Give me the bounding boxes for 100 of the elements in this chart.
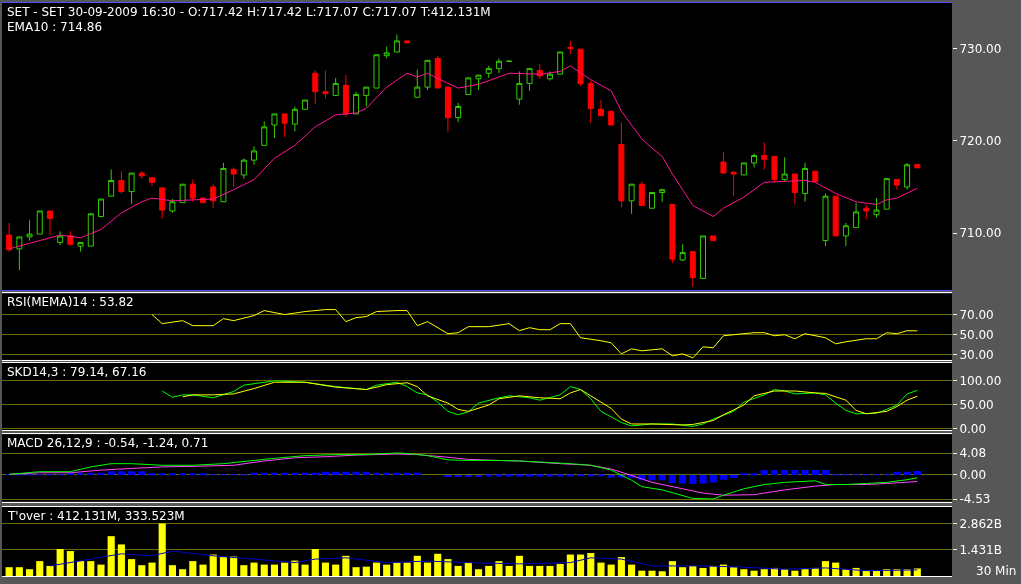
bar	[566, 554, 574, 576]
bar	[332, 564, 340, 576]
candlestick	[587, 80, 594, 124]
bar	[495, 561, 503, 576]
bar	[679, 567, 687, 576]
bar	[128, 559, 136, 576]
candlestick	[771, 155, 778, 183]
candlestick	[516, 70, 523, 106]
candlestick	[302, 99, 309, 110]
bar	[577, 554, 585, 576]
candlestick	[67, 230, 74, 246]
candlestick	[791, 173, 798, 206]
y-tick-label: 100.00	[959, 373, 1002, 388]
candlestick	[802, 162, 809, 203]
bar	[383, 564, 391, 576]
candlestick	[6, 222, 13, 253]
bar	[628, 564, 636, 576]
bar	[556, 563, 564, 576]
candlestick	[669, 204, 676, 264]
candlestick	[57, 230, 64, 246]
candlestick	[46, 210, 53, 236]
candlestick	[546, 70, 553, 82]
bar	[525, 565, 534, 576]
bar	[760, 569, 768, 576]
chart-title: MACD 26,12,9 : -0.54, -1.24, 0.71	[7, 436, 209, 450]
bar	[862, 570, 870, 576]
bar	[168, 565, 176, 576]
bar	[97, 564, 105, 576]
candlestick	[77, 241, 84, 253]
bar	[393, 562, 401, 576]
chart-title: SKD14,3 : 79.14, 67.16	[7, 365, 147, 379]
candlestick	[240, 157, 247, 180]
candlestick	[189, 179, 196, 203]
candlestick	[281, 113, 288, 138]
candlestick	[424, 59, 431, 91]
bar	[597, 562, 605, 576]
candlestick	[689, 251, 696, 288]
candlestick	[659, 188, 666, 203]
chart-title: RSI(MEMA)14 : 53.82	[7, 295, 134, 309]
candlestick	[883, 178, 890, 210]
bar	[5, 567, 13, 576]
candlestick	[638, 180, 645, 206]
candlestick	[679, 243, 686, 262]
bar	[321, 562, 330, 576]
candlestick	[220, 162, 227, 203]
candlestick	[16, 236, 23, 271]
text: EMA10 : 714.86	[7, 20, 103, 34]
y-tick-label: 1.431B	[959, 542, 1002, 557]
bar	[66, 551, 74, 576]
candlestick	[577, 48, 584, 87]
candlestick	[363, 86, 370, 108]
bar	[77, 561, 85, 576]
candlestick	[904, 162, 911, 191]
bar	[87, 561, 95, 576]
bar	[791, 570, 799, 576]
bar	[301, 564, 309, 576]
bar	[413, 555, 421, 576]
bar	[648, 570, 656, 576]
candlestick	[455, 102, 462, 123]
y-tick-label: 30.00	[959, 348, 994, 363]
bar	[270, 564, 279, 576]
y-tick-label: 50.00	[959, 327, 994, 342]
candlestick	[97, 198, 104, 218]
y-tick-label: 4.08	[959, 446, 987, 461]
candlestick	[853, 202, 860, 229]
candlestick	[710, 235, 717, 242]
candlestick	[873, 197, 880, 218]
candlestick	[649, 192, 655, 209]
bar	[158, 523, 166, 576]
chart-title: T'over : 412.131M, 333.523M	[7, 509, 185, 523]
candlestick	[342, 74, 349, 118]
candlestick	[87, 213, 94, 247]
bar	[607, 564, 615, 576]
line-series	[49, 550, 918, 572]
line-series	[8, 65, 918, 250]
candlestick	[628, 183, 635, 215]
candlestick	[138, 170, 145, 180]
candlestick	[557, 51, 564, 75]
y-tick-label: 0.00	[959, 422, 987, 437]
candlestick	[781, 156, 788, 182]
bar	[189, 561, 197, 576]
candlestick	[128, 172, 135, 205]
bar	[148, 562, 156, 576]
bar	[219, 557, 227, 576]
candlestick	[353, 91, 360, 115]
candlestick	[832, 195, 839, 237]
bar	[474, 569, 483, 576]
y-tick-label: 710.00	[959, 226, 1002, 241]
candlestick	[842, 222, 849, 247]
candlestick	[312, 69, 319, 105]
bar	[260, 564, 268, 576]
candlestick	[373, 54, 380, 89]
bar	[362, 566, 370, 576]
candlestick	[404, 40, 411, 45]
bar	[25, 569, 34, 576]
candlestick	[893, 179, 900, 191]
y-tick-label: 2.862B	[959, 516, 1002, 531]
bar	[36, 561, 44, 576]
bar	[750, 570, 758, 576]
candlestick	[36, 210, 43, 235]
